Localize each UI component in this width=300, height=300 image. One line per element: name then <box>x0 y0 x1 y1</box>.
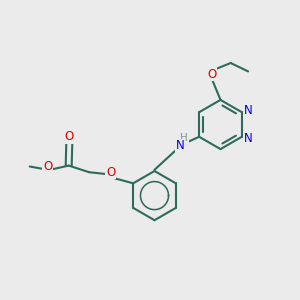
Text: N: N <box>176 139 184 152</box>
Text: O: O <box>43 160 52 173</box>
Text: O: O <box>208 68 217 81</box>
Text: O: O <box>65 130 74 143</box>
Text: N: N <box>244 104 253 117</box>
Text: O: O <box>106 166 115 179</box>
Text: N: N <box>244 132 253 145</box>
Text: H: H <box>180 133 188 143</box>
